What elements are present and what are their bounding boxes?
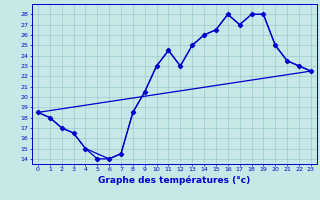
X-axis label: Graphe des températures (°c): Graphe des températures (°c)	[98, 175, 251, 185]
